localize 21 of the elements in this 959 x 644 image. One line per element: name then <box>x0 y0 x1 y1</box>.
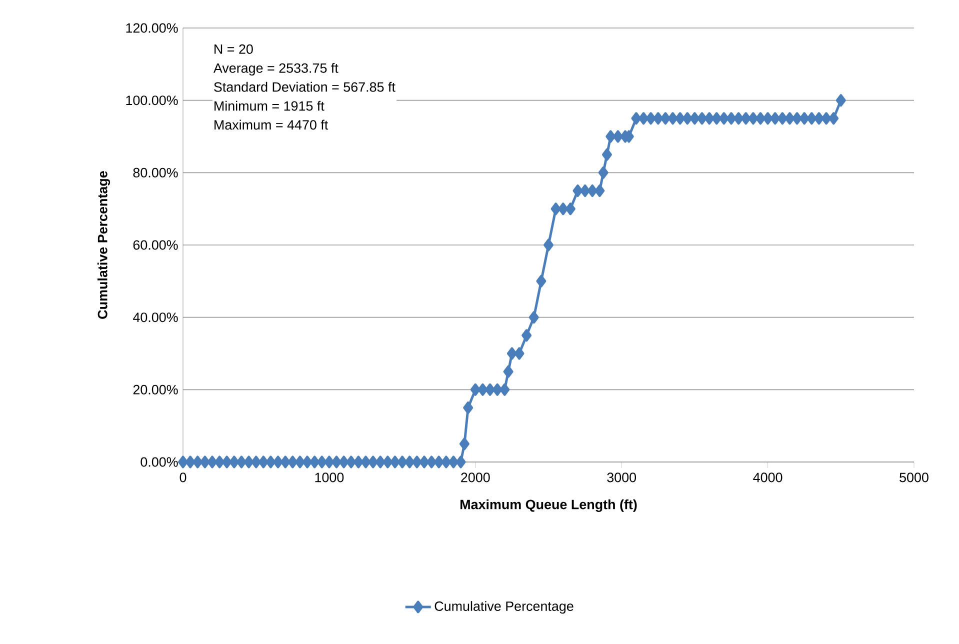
y-tick-label: 60.00% <box>133 240 178 250</box>
y-tick-label: 120.00% <box>126 23 178 33</box>
x-tick-label: 3000 <box>607 472 636 482</box>
y-axis-title: Cumulative Percentage <box>97 171 110 319</box>
y-tick-label: 0.00% <box>140 457 178 467</box>
annotation: Maximum = 4470 ft <box>214 120 328 130</box>
x-tick-label: 4000 <box>753 472 782 482</box>
y-tick-label: 80.00% <box>133 168 178 178</box>
x-tick-label: 5000 <box>900 472 928 482</box>
x-axis-title: Maximum Queue Length (ft) <box>460 499 637 512</box>
annotation: N = 20 <box>214 44 253 54</box>
legend-label: Cumulative Percentage <box>434 601 574 614</box>
x-tick-label: 0 <box>180 472 186 482</box>
annotation: Average = 2533.75 ft <box>213 62 338 76</box>
y-tick-label: 100.00% <box>126 96 178 106</box>
y-tick-label: 40.00% <box>133 312 178 322</box>
x-tick-label: 1000 <box>315 472 344 482</box>
annotation: Minimum = 1915 ft <box>214 100 324 111</box>
annotation: Standard Deviation = 567.85 ft <box>214 82 396 92</box>
y-tick-label: 20.00% <box>133 384 178 394</box>
x-tick-label: 2000 <box>461 472 490 482</box>
